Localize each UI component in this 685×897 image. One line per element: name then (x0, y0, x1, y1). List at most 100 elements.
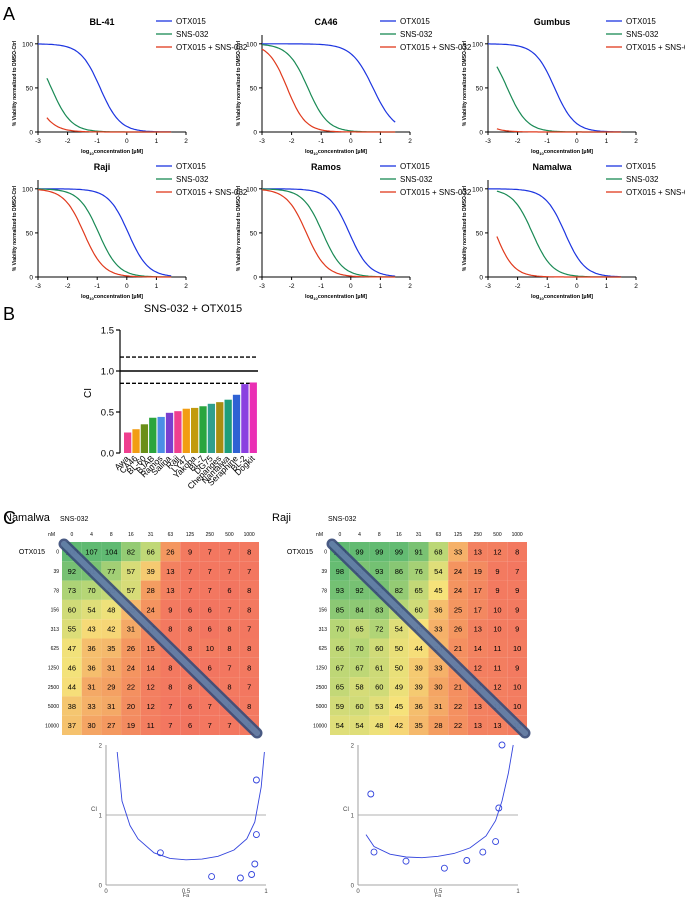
heatmap-cell-value: 70 (336, 625, 344, 634)
bar-seraphine (232, 394, 241, 453)
heatmap-cell-value: 31 (127, 625, 135, 634)
heatmap-cell-value: 7 (188, 586, 192, 595)
y-tick-label: 1.5 (101, 326, 114, 337)
x-tick-label: 0.5 (182, 889, 191, 895)
x-tick-label: 1 (516, 889, 520, 895)
legend-label: OTX015 + SNS-032 (400, 43, 472, 52)
heatmap-cell-value: 68 (434, 547, 442, 556)
heatmap-cell (330, 657, 350, 678)
heatmap-cell (121, 715, 141, 735)
y-tick-label: 0 (29, 275, 33, 282)
x-axis-label: Fa (435, 893, 442, 897)
heatmap-cell-value: 8 (168, 683, 172, 692)
heatmap-cell-value: 8 (227, 644, 231, 653)
x-tick-label: -1 (544, 138, 550, 145)
heatmap-cell-value: 7 (168, 721, 172, 730)
heatmap-cell (81, 599, 102, 620)
y-tick-label: 2 (351, 744, 355, 750)
heatmap-cell-value: 9 (515, 586, 519, 595)
heatmap-cell (199, 561, 220, 581)
data-point (440, 864, 448, 872)
heatmap-cell-value: 8 (188, 683, 192, 692)
bar-dg75 (207, 403, 216, 453)
heatmap-col-label: 125 (186, 532, 195, 538)
heatmap-col-label: 0 (338, 532, 341, 538)
heatmap-cell-value: 7 (227, 547, 231, 556)
x-tick-label: -2 (289, 283, 295, 290)
heatmap-cell (121, 638, 141, 658)
heatmap-cell-value: 8 (247, 547, 251, 556)
heatmap-cell-value: 27 (107, 721, 115, 730)
heatmap-cell-value: 70 (87, 586, 95, 595)
heatmap-cell (507, 599, 527, 620)
heatmap-col-label: 16 (128, 532, 134, 538)
heatmap-cell (487, 677, 508, 697)
heatmap-cell-value: 13 (493, 721, 501, 730)
diagonal-highlight-inner (329, 541, 528, 736)
heatmap-cell-value: 50 (395, 644, 403, 653)
heatmap-cell-value: 6 (208, 625, 212, 634)
heatmap-cell (140, 580, 161, 600)
legend-label: OTX015 (400, 162, 430, 171)
heatmap-row-label: 78 (53, 588, 59, 594)
heatmap-cell (487, 542, 508, 562)
heatmap-row-label: 1250 (316, 665, 327, 671)
heatmap-cell-value: 21 (454, 683, 462, 692)
heatmap-cell-value: 22 (454, 721, 462, 730)
x-tick-label: 1 (155, 138, 159, 145)
heatmap-cell-value: 60 (375, 683, 383, 692)
y-axis-label: CI (343, 807, 349, 813)
heatmap-cell (507, 696, 527, 716)
heatmap-cell-value: 8 (227, 683, 231, 692)
heatmap-cell (448, 619, 468, 639)
heatmap-cell (160, 619, 181, 639)
heatmap-cell (199, 542, 220, 562)
heatmap-cell-value: 61 (375, 663, 383, 672)
bar-bl-60 (140, 424, 149, 453)
heatmap-cell-value: 54 (395, 625, 403, 634)
heatmap-cell-value: 19 (474, 567, 482, 576)
heatmap-col-label: 4 (358, 532, 361, 538)
heatmap-cell (428, 542, 449, 562)
y-tick-label: 0 (253, 130, 257, 137)
legend-label: OTX015 + SNS-032 (176, 188, 248, 197)
heatmap-cell (239, 542, 259, 562)
legend-label: OTX015 (626, 162, 656, 171)
heatmap-cell (81, 677, 102, 697)
heatmap-cell-value: 60 (414, 605, 422, 614)
heatmap-cell-value: 33 (434, 625, 442, 634)
heatmap-cell (428, 677, 449, 697)
x-tick-label: -3 (35, 138, 41, 145)
data-point (498, 741, 506, 749)
bar-bl-2 (241, 384, 249, 453)
x-tick-label: -2 (65, 138, 71, 145)
heatmap-cell-value: 99 (395, 547, 403, 556)
y-tick-label: 100 (472, 41, 483, 48)
heatmap-cell-value: 7 (227, 721, 231, 730)
heatmap-cell (62, 677, 82, 697)
heatmap-cell (160, 696, 181, 716)
legend-label: SNS-032 (176, 175, 209, 184)
heatmap-drug-x-label: SNS-032 (328, 516, 357, 523)
heatmap-row-label: 39 (321, 569, 327, 575)
heatmap-cell (180, 638, 200, 658)
heatmap-cell (140, 599, 161, 620)
heatmap-cell (330, 696, 350, 716)
heatmap-cell-value: 59 (336, 702, 344, 711)
legend-label: OTX015 (176, 162, 206, 171)
heatmap-cell-value: 60 (68, 605, 76, 614)
chart-title: SNS-032 + OTX015 (144, 303, 242, 315)
heatmap-cell-value: 11 (147, 721, 155, 730)
heatmap-cell-value: 12 (474, 663, 482, 672)
heatmap-cell (487, 619, 508, 639)
y-tick-label: 1.0 (101, 367, 114, 378)
heatmap-cell-value: 7 (208, 721, 212, 730)
heatmap-cell-value: 7 (227, 567, 231, 576)
heatmap-drug-x-label: SNS-032 (60, 516, 89, 523)
heatmap-cell-value: 7 (515, 567, 519, 576)
heatmap-cell (121, 561, 141, 581)
heatmap-cell (408, 696, 429, 716)
heatmap-cell-value: 57 (127, 586, 135, 595)
heatmap-cell (349, 677, 370, 697)
